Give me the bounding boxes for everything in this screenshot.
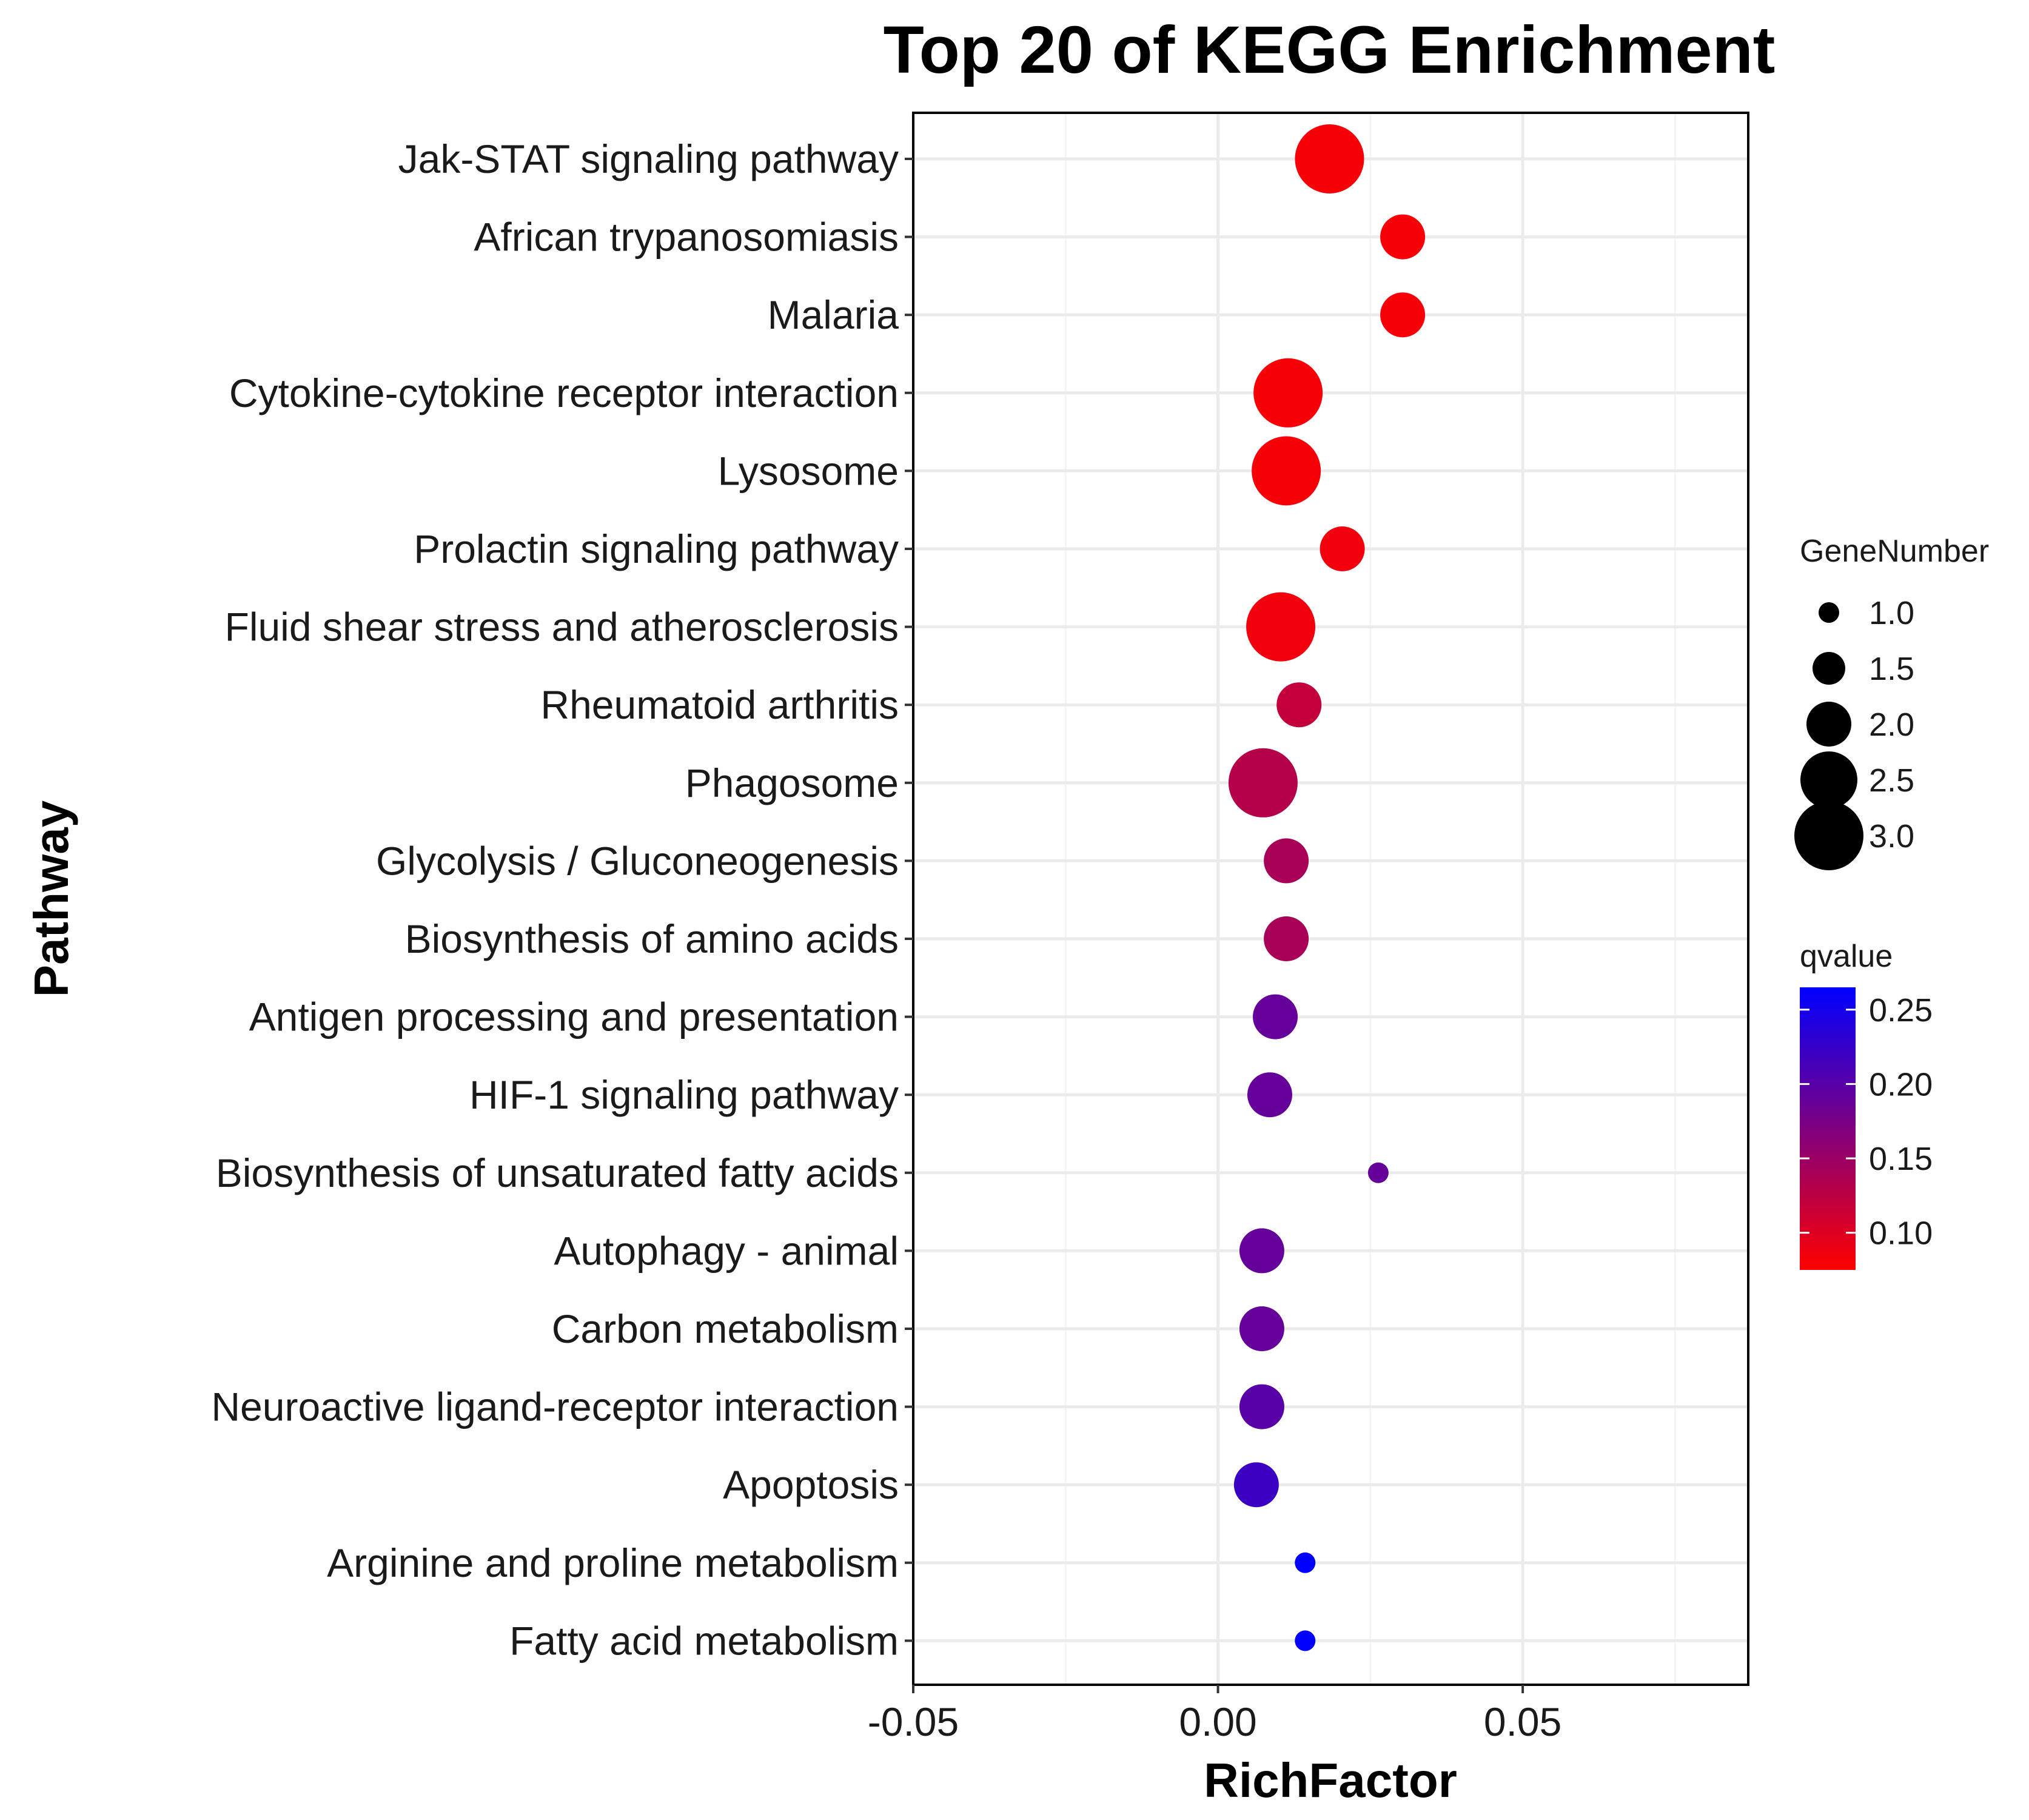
- grid: [911, 113, 1748, 1685]
- qvalue-legend-label: 0.20: [1869, 1066, 1933, 1103]
- data-point: [1295, 1552, 1316, 1573]
- data-point: [1367, 1162, 1389, 1183]
- data-point: [1252, 436, 1321, 506]
- y-tick-label: Malaria: [768, 292, 899, 337]
- y-tick-label: Biosynthesis of unsaturated fatty acids: [216, 1150, 899, 1195]
- gene-number-legend-label: 2.0: [1869, 707, 1914, 743]
- y-tick-label: Autophagy - animal: [554, 1228, 899, 1273]
- y-tick-label: Antigen processing and presentation: [249, 995, 899, 1039]
- y-tick-label: Apoptosis: [723, 1462, 899, 1507]
- gene-number-legend-dot: [1800, 751, 1857, 808]
- qvalue-legend-label: 0.15: [1869, 1141, 1933, 1177]
- qvalue-legend: qvalue 0.25 0.20 0.15 0.10: [1800, 939, 1933, 1270]
- qvalue-legend-label: 0.25: [1869, 992, 1933, 1029]
- chart-title: Top 20 of KEGG Enrichment: [884, 13, 1776, 87]
- x-axis-title: RichFactor: [1204, 1753, 1457, 1807]
- y-tick-label: Glycolysis / Gluconeogenesis: [376, 838, 899, 883]
- y-axis-title: Pathway: [24, 800, 78, 997]
- gene-number-legend-label: 2.5: [1869, 762, 1914, 799]
- data-point: [1295, 1630, 1316, 1651]
- data-point: [1264, 838, 1309, 884]
- qvalue-legend-title: qvalue: [1800, 939, 1893, 974]
- gene-number-legend-dot: [1819, 602, 1839, 623]
- y-tick-label: Carbon metabolism: [552, 1306, 899, 1351]
- data-point: [1247, 1072, 1292, 1118]
- data-point: [1239, 1306, 1284, 1351]
- data-point: [1253, 994, 1298, 1039]
- data-point: [1264, 916, 1309, 961]
- x-axis: -0.05 0.00 0.05: [868, 1685, 1561, 1744]
- data-point: [1233, 1462, 1279, 1508]
- gene-number-legend-dot: [1806, 702, 1851, 747]
- x-tick-label: 0.00: [1179, 1699, 1256, 1744]
- x-tick-label: -0.05: [868, 1699, 959, 1744]
- y-tick-label: Phagosome: [685, 761, 899, 805]
- gene-number-legend-label: 1.5: [1869, 651, 1914, 687]
- data-point: [1320, 526, 1365, 571]
- data-point: [1295, 124, 1364, 193]
- y-tick-label: African trypanosomiasis: [474, 215, 899, 260]
- data-point: [1239, 1384, 1284, 1429]
- gene-number-legend-title: GeneNumber: [1800, 534, 1989, 569]
- y-tick-label: Fatty acid metabolism: [509, 1618, 899, 1663]
- qvalue-legend-label: 0.10: [1869, 1215, 1933, 1252]
- y-tick-label: Neuroactive ligand-receptor interaction: [211, 1385, 899, 1429]
- y-tick-label: Fluid shear stress and atherosclerosis: [225, 605, 899, 650]
- data-point: [1380, 214, 1426, 260]
- y-tick-label: Rheumatoid arthritis: [540, 682, 899, 727]
- gene-number-legend-dot: [1813, 652, 1845, 685]
- y-tick-label: Biosynthesis of amino acids: [405, 916, 899, 961]
- data-point: [1246, 592, 1316, 662]
- y-tick-label: Jak-STAT signaling pathway: [398, 136, 899, 181]
- gene-number-legend-dot: [1794, 801, 1863, 870]
- y-tick-label: Arginine and proline metabolism: [327, 1540, 899, 1585]
- y-tick-label: HIF-1 signaling pathway: [469, 1072, 899, 1117]
- gene-number-legend: GeneNumber 1.0 1.5 2.0 2.5 3.0: [1794, 534, 1989, 870]
- plot-panel-border: [912, 112, 1749, 1686]
- gene-number-legend-label: 1.0: [1869, 595, 1914, 631]
- gene-number-legend-label: 3.0: [1869, 818, 1914, 855]
- data-point: [1253, 358, 1323, 428]
- data-point: [1239, 1228, 1284, 1274]
- data-point: [1228, 748, 1298, 818]
- data-point: [1380, 292, 1426, 338]
- y-axis: Jak-STAT signaling pathway African trypan…: [211, 136, 913, 1663]
- data-points: [1228, 124, 1426, 1651]
- y-tick-label: Cytokine-cytokine receptor interaction: [229, 371, 899, 415]
- x-tick-label: 0.05: [1484, 1699, 1561, 1744]
- y-tick-label: Prolactin signaling pathway: [414, 526, 899, 571]
- y-tick-label: Lysosome: [718, 448, 899, 493]
- qvalue-colorbar: [1800, 987, 1856, 1270]
- data-point: [1276, 682, 1322, 728]
